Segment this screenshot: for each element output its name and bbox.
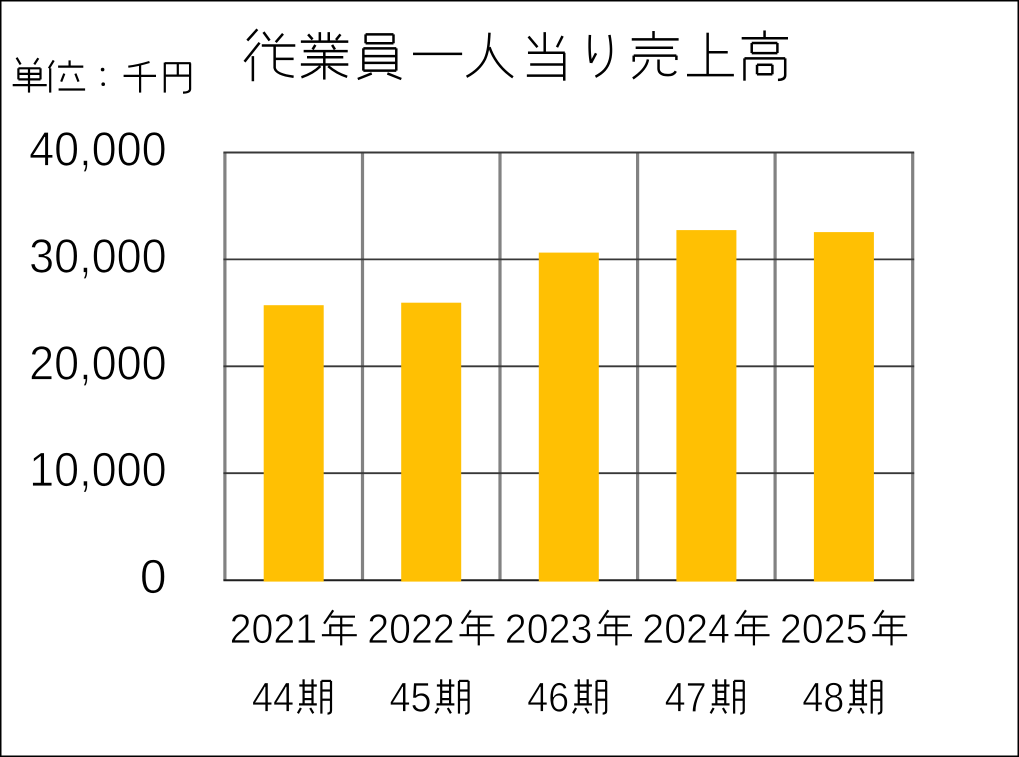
svg-text:10,000: 10,000 [29, 444, 167, 497]
svg-text:47: 47 [665, 673, 707, 720]
svg-text:30,000: 30,000 [29, 230, 167, 283]
svg-text:20,000: 20,000 [29, 337, 167, 390]
svg-text:46: 46 [527, 673, 569, 720]
svg-text:2025: 2025 [780, 605, 868, 652]
svg-text:2024: 2024 [642, 605, 730, 652]
svg-text:48: 48 [802, 673, 844, 720]
svg-text:40,000: 40,000 [29, 124, 167, 177]
svg-text:2021: 2021 [230, 605, 318, 652]
svg-text:44: 44 [252, 673, 294, 720]
svg-text:0: 0 [140, 551, 167, 604]
svg-text:45: 45 [390, 673, 432, 720]
svg-text:2023: 2023 [505, 605, 593, 652]
svg-text:2022: 2022 [367, 605, 455, 652]
